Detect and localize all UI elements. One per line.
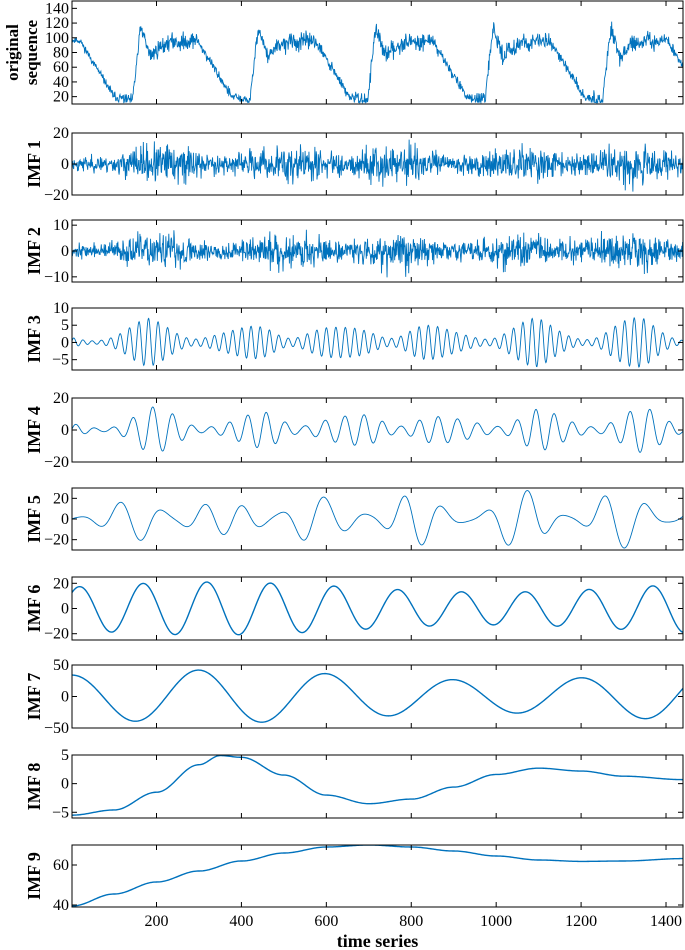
y-axis-label: originalsequence (3, 19, 41, 85)
panel-9: −5 0 5 IMF 8 (24, 747, 684, 821)
panel-7: −20 0 20 IMF 6 (24, 575, 684, 643)
panel-10: 40 60 200 400 600 800 1000 1200 1400 IMF 9 time se… (24, 844, 684, 950)
x-tick-label: 800 (399, 913, 423, 930)
panel-3: −10 0 10 IMF 2 (24, 217, 684, 286)
series-line-4 (72, 316, 683, 368)
y-tick-label: 140 (45, 0, 69, 17)
x-tick-label: 1400 (650, 913, 682, 930)
y-tick-label: 0 (61, 334, 69, 351)
axes-frame-6 (71, 487, 684, 551)
y-tick-label: 40 (53, 74, 69, 91)
y-tick-label: 0 (61, 689, 69, 706)
series-line-10 (72, 845, 683, 907)
y-tick-label: 60 (53, 59, 69, 76)
y-tick-label: −10 (44, 269, 69, 286)
x-tick-label: 200 (144, 913, 168, 930)
y-tick-label: 40 (53, 897, 69, 914)
y-axis-label: IMF 9 (24, 852, 44, 900)
axes-frame-10 (71, 844, 684, 908)
series-line-8 (72, 669, 683, 723)
series-line-5 (72, 406, 683, 453)
y-axis-label: IMF 5 (24, 495, 44, 543)
axes-frame-8 (71, 664, 684, 729)
y-axis-label: IMF 2 (24, 227, 44, 275)
y-tick-label: 20 (53, 125, 69, 142)
y-tick-label: 10 (53, 217, 69, 234)
series-line-2 (72, 139, 683, 192)
series-line-3 (72, 229, 683, 278)
y-tick-label: 0 (61, 422, 69, 439)
y-tick-label: 0 (61, 776, 69, 793)
y-tick-label: 80 (53, 45, 69, 62)
axes-frame-4 (71, 307, 684, 371)
y-tick-label: −5 (52, 352, 69, 369)
y-tick-label: 20 (53, 89, 69, 106)
series-line-9 (72, 755, 683, 816)
x-tick-label: 1000 (480, 913, 512, 930)
y-tick-label: 0 (61, 156, 69, 173)
y-tick-label: −20 (44, 626, 69, 643)
panel-8: −50 0 50 IMF 7 (24, 657, 684, 737)
y-tick-label: 100 (45, 30, 69, 47)
panel-5: −20 0 20 IMF 4 (24, 390, 684, 471)
y-tick-label: 60 (53, 857, 69, 874)
axes-frame-5 (71, 397, 684, 463)
y-tick-label: 0 (61, 243, 69, 260)
series-line-6 (72, 490, 683, 549)
x-axis-label: time series (337, 931, 418, 950)
x-tick-label: 400 (229, 913, 253, 930)
panel-6: −20 0 20 IMF 5 (24, 487, 684, 551)
axes-frame-9 (71, 754, 684, 819)
y-axis-label: IMF 4 (24, 406, 44, 454)
y-axis-label: IMF 6 (24, 585, 44, 633)
y-tick-label: 0 (61, 601, 69, 618)
y-tick-label: 120 (45, 15, 69, 32)
y-axis-label: IMF 7 (24, 673, 44, 721)
series-line-7 (72, 581, 683, 636)
y-axis-label: IMF 1 (24, 140, 44, 188)
y-tick-label: 20 (53, 390, 69, 407)
y-tick-label: −5 (52, 804, 69, 821)
y-tick-label: −20 (44, 454, 69, 471)
y-tick-label: 0 (61, 511, 69, 528)
x-tick-label: 600 (314, 913, 338, 930)
y-axis-label: IMF 8 (24, 763, 44, 811)
y-axis-label: IMF 3 (24, 315, 44, 363)
y-tick-label: 5 (61, 747, 69, 764)
y-tick-label: 5 (61, 317, 69, 334)
x-tick-label: 1200 (565, 913, 597, 930)
y-tick-label: −50 (44, 720, 69, 737)
y-tick-label: 50 (53, 657, 69, 674)
y-tick-label: 20 (53, 490, 69, 507)
series-line-1 (72, 21, 683, 104)
y-tick-label: −20 (44, 187, 69, 204)
y-tick-label: 20 (53, 575, 69, 592)
panel-2: −20 0 20 IMF 1 (24, 125, 684, 204)
y-tick-label: 10 (53, 300, 69, 317)
y-tick-label: −20 (44, 532, 69, 549)
axes-frame-7 (71, 576, 684, 641)
